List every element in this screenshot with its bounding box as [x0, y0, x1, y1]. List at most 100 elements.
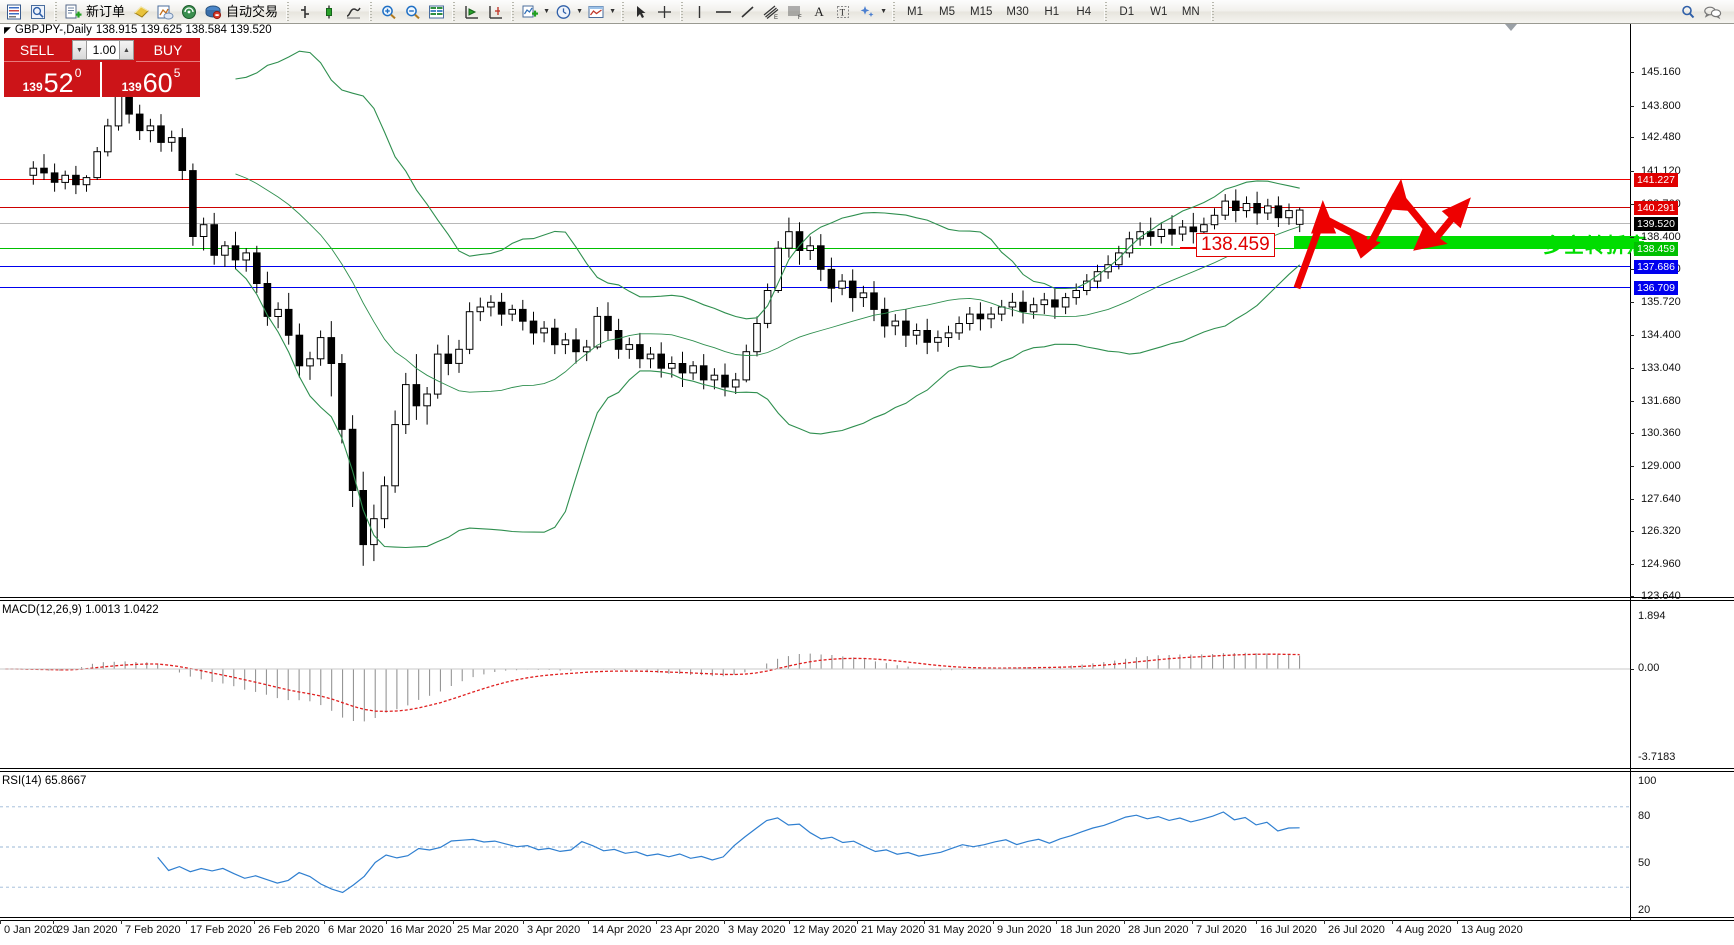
macd-pane-divider [0, 597, 1734, 598]
date-tick-label: 0 Jan 2020 [4, 924, 59, 936]
volume-stepper[interactable]: ▼ 1.00 ▲ [70, 38, 136, 62]
price-level-138-459[interactable]: 138.459 [1634, 242, 1678, 256]
timeframe-m15[interactable]: M15 [970, 5, 993, 18]
indicators-dropdown-caret-icon[interactable]: ▼ [543, 8, 550, 15]
support-line-137-686[interactable] [0, 266, 1630, 267]
macd-scale-top: 1.894 [1638, 610, 1666, 622]
price-level-136-709[interactable]: 136.709 [1634, 281, 1678, 295]
current-bid-price[interactable]: 139.520 [1634, 217, 1678, 231]
rsi-level-20: 20 [1638, 904, 1651, 916]
autotrading-button[interactable]: 自动交易 [225, 1, 282, 22]
resistance-line-141-227[interactable] [0, 179, 1630, 180]
date-tick-mark [789, 920, 790, 924]
shapes-dropdown-caret-icon[interactable]: ▼ [880, 8, 887, 15]
date-tick-label: 16 Mar 2020 [390, 924, 452, 936]
indicators-icon[interactable] [519, 1, 541, 22]
sell-button[interactable]: SELL [4, 38, 70, 62]
timeframe-m30[interactable]: M30 [1006, 5, 1029, 18]
candlestick-chart-icon[interactable] [318, 1, 340, 22]
expert-advisor-icon[interactable] [130, 1, 152, 22]
price-tick-127-640: 127.640 [1641, 493, 1681, 505]
buy-button[interactable]: BUY [136, 38, 200, 62]
data-window-icon[interactable] [27, 1, 49, 22]
toolbar-separator [1210, 2, 1214, 21]
market-icon[interactable] [202, 1, 224, 22]
date-tick-label: 12 May 2020 [793, 924, 857, 936]
chart-shift-icon[interactable] [484, 1, 506, 22]
bar-chart-icon[interactable] [294, 1, 316, 22]
annotation-turning-point[interactable]: 多空转折点 [1543, 233, 1648, 257]
sell-price-display[interactable]: 139 52 0 [4, 62, 102, 97]
timeframe-w1[interactable]: W1 [1150, 5, 1168, 18]
midline-139-520[interactable] [0, 223, 1630, 224]
timeframe-m5[interactable]: M5 [939, 5, 956, 18]
timeframe-d1[interactable]: D1 [1119, 5, 1135, 18]
toolbar-separator [680, 2, 684, 21]
svg-text:E: E [774, 15, 778, 20]
volume-input[interactable]: 1.00 [87, 40, 119, 60]
timeframe-mn[interactable]: MN [1181, 5, 1200, 18]
annotation-price-box[interactable]: 138.459 [1196, 233, 1275, 257]
price-axis-divider [1630, 24, 1631, 920]
templates-dropdown-caret-icon[interactable]: ▼ [609, 8, 616, 15]
chart-area[interactable]: ◤ GBPJPY-,Daily 138.915 139.625 138.584 … [0, 24, 1734, 945]
price-tick-mark [1630, 106, 1634, 107]
timeframe-h4[interactable]: H4 [1076, 5, 1092, 18]
support-line-138-459[interactable] [0, 248, 1630, 249]
date-tick-mark [121, 920, 122, 924]
fibonacci-retracement-icon[interactable]: F [784, 1, 806, 22]
resistance-line-140-291[interactable] [0, 207, 1630, 208]
date-tick-mark [1256, 920, 1257, 924]
mql5-community-icon[interactable] [154, 1, 176, 22]
data-grid-icon[interactable] [425, 1, 447, 22]
signals-icon[interactable] [178, 1, 200, 22]
price-level-137-686[interactable]: 137.686 [1634, 260, 1678, 274]
new-order-button[interactable]: 新订单 [61, 1, 129, 22]
price-tick-mark [1630, 269, 1634, 270]
buy-price-display[interactable]: 139 60 5 [102, 62, 200, 97]
date-tick-mark [53, 920, 54, 924]
date-tick-label: 26 Jul 2020 [1328, 924, 1385, 936]
volume-down-icon[interactable]: ▼ [72, 40, 87, 60]
text-label-icon[interactable]: T [832, 1, 854, 22]
new-order-icon[interactable] [62, 1, 84, 22]
timeframe-m1[interactable]: M1 [907, 5, 924, 18]
market-watch-icon[interactable] [3, 1, 25, 22]
buy-price-prefix: 139 [121, 80, 142, 94]
date-tick-label: 26 Feb 2020 [258, 924, 320, 936]
periodicity-icon[interactable] [552, 1, 574, 22]
periodicity-dropdown-caret-icon[interactable]: ▼ [576, 8, 583, 15]
auto-scroll-icon[interactable] [460, 1, 482, 22]
support-line-136-709[interactable] [0, 287, 1630, 288]
horizontal-line-icon[interactable] [712, 1, 734, 22]
search-icon[interactable] [1677, 1, 1699, 22]
zoom-in-icon[interactable] [377, 1, 399, 22]
date-tick-label: 3 Apr 2020 [527, 924, 581, 936]
shapes-icon[interactable] [856, 1, 878, 22]
crosshair-icon[interactable] [653, 1, 675, 22]
date-tick-label: 23 Apr 2020 [660, 924, 720, 936]
templates-icon[interactable] [585, 1, 607, 22]
toolbar-separator [286, 2, 290, 21]
rsi-canvas [0, 806, 1630, 894]
equidistant-channel-icon[interactable]: E [760, 1, 782, 22]
one-click-trading-panel[interactable]: SELL ▼ 1.00 ▲ BUY 139 52 0 139 60 5 [4, 38, 200, 97]
cursor-icon[interactable] [629, 1, 651, 22]
macd-scale-zero: 0.00 [1638, 662, 1660, 674]
date-tick-label: 4 Aug 2020 [1396, 924, 1452, 936]
text-icon[interactable]: A [814, 3, 824, 19]
line-chart-icon[interactable] [342, 1, 364, 22]
buy-price-pipette: 5 [173, 66, 181, 80]
timeframe-h1[interactable]: H1 [1044, 5, 1060, 18]
price-level-141-227[interactable]: 141.227 [1634, 173, 1678, 187]
annotation-overlay [1180, 178, 1639, 290]
rsi-pane-divider [0, 768, 1734, 769]
chat-icon[interactable] [1701, 1, 1723, 22]
volume-up-icon[interactable]: ▲ [119, 40, 134, 60]
vertical-line-icon[interactable] [688, 1, 710, 22]
trendline-icon[interactable] [736, 1, 758, 22]
price-level-140-291[interactable]: 140.291 [1634, 201, 1678, 215]
price-tick-mark [1630, 368, 1634, 369]
price-tick-143-800: 143.800 [1641, 100, 1681, 112]
zoom-out-icon[interactable] [401, 1, 423, 22]
